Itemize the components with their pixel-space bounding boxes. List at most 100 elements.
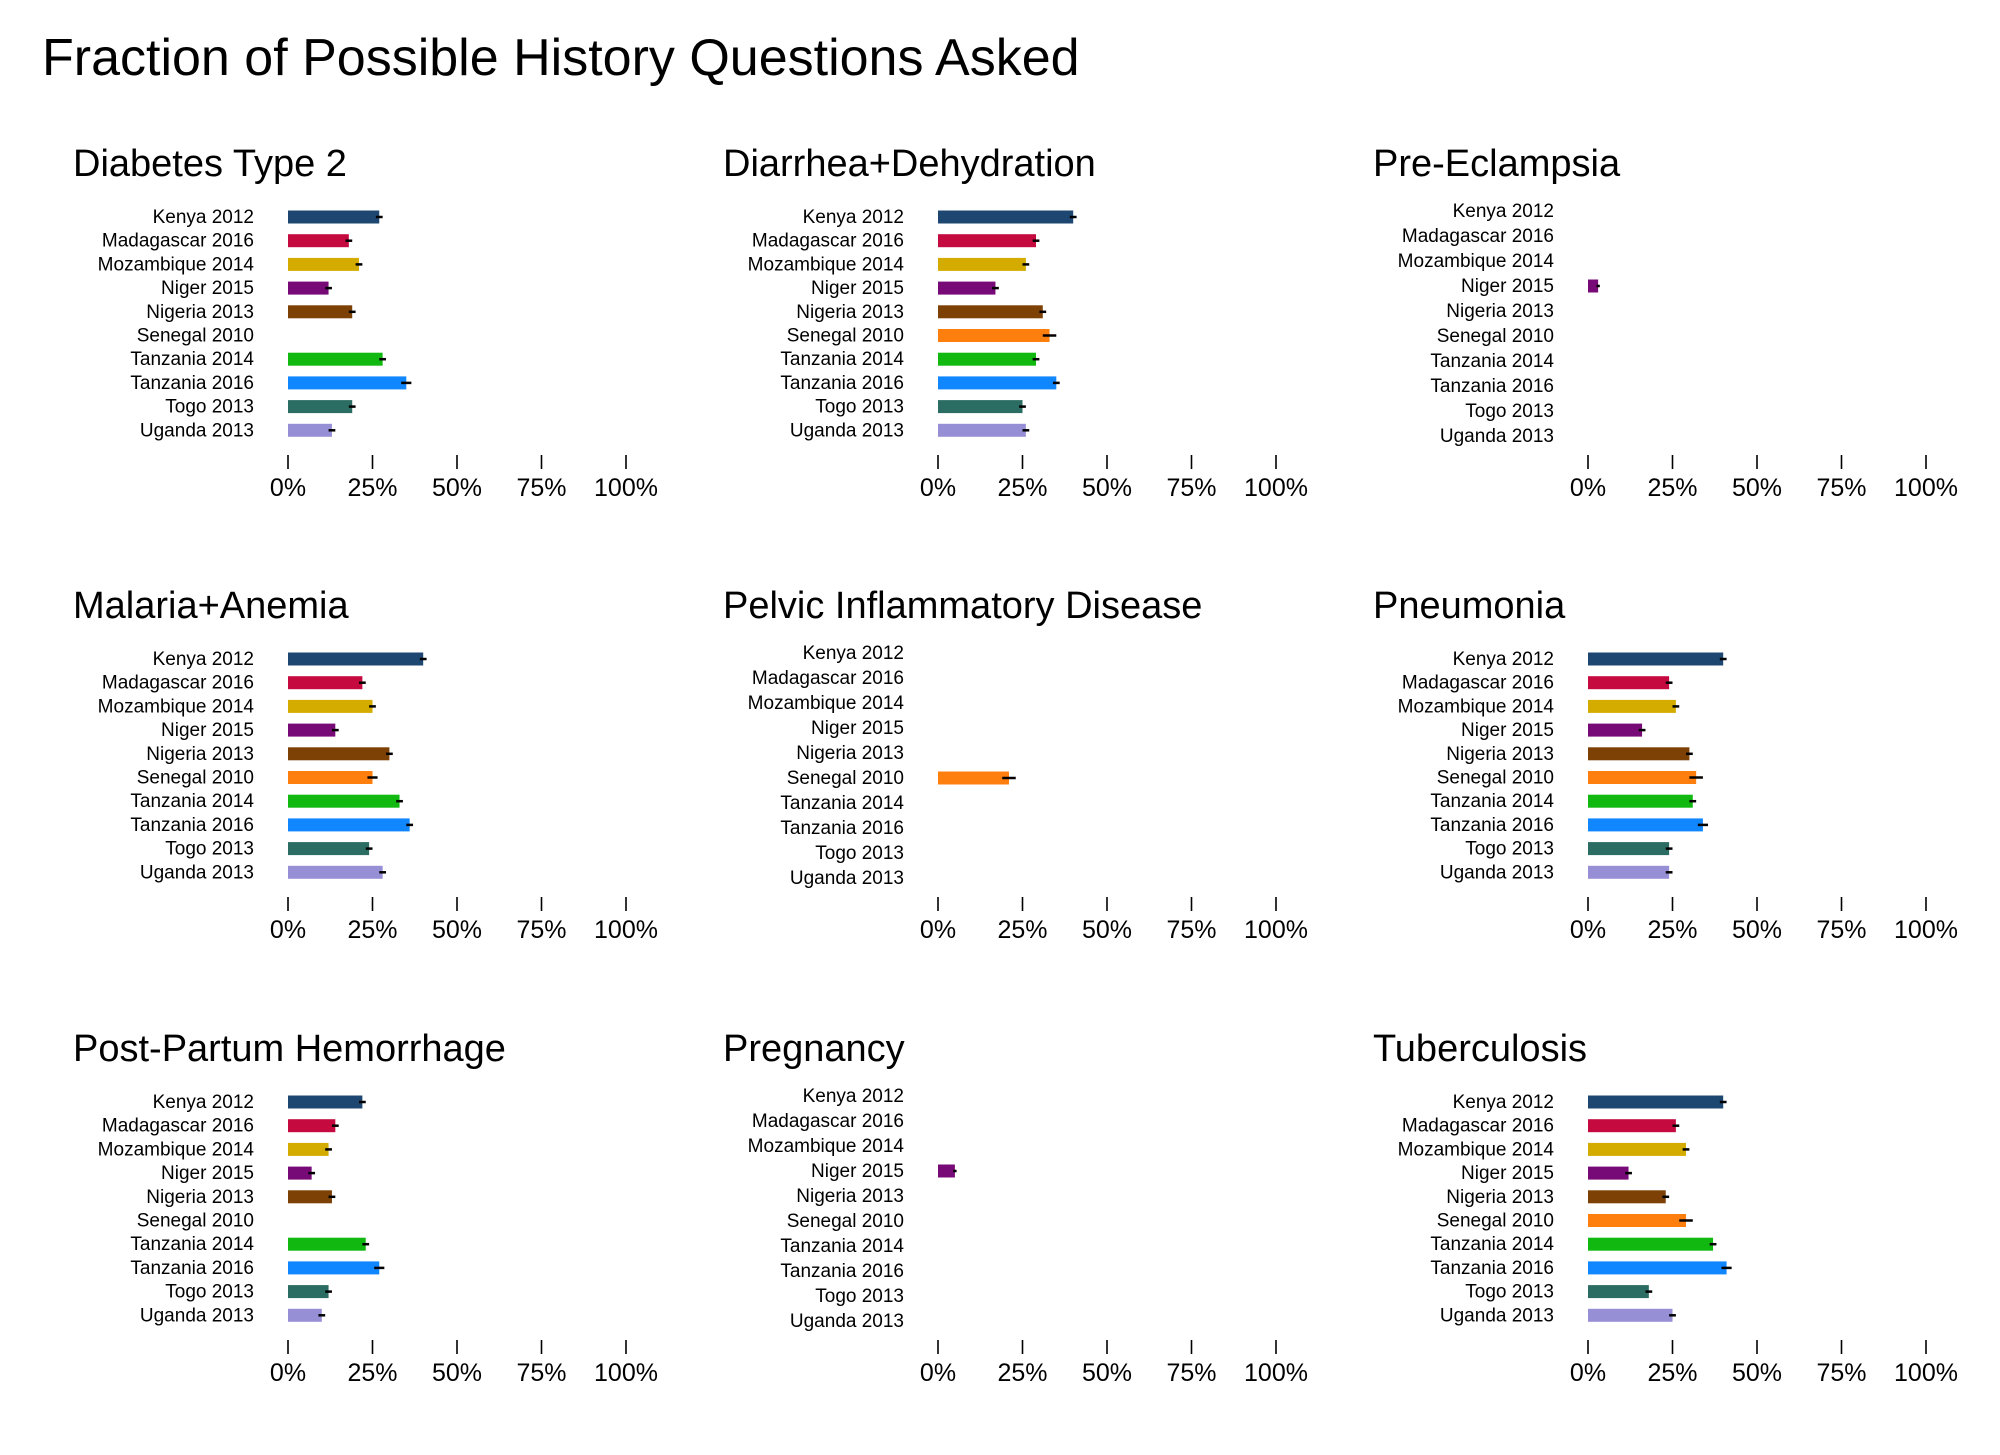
bar	[938, 234, 1037, 248]
bar	[288, 747, 390, 761]
x-tick-label: 75%	[1816, 474, 1866, 502]
category-label: Nigeria 2013	[1446, 301, 1554, 322]
bar	[288, 1095, 363, 1109]
x-tick-label: 50%	[1732, 474, 1782, 502]
category-label: Kenya 2012	[153, 649, 254, 670]
category-label: Madagascar 2016	[752, 231, 904, 252]
category-label: Togo 2013	[815, 843, 904, 864]
bar	[288, 234, 349, 248]
bar	[1588, 676, 1670, 690]
panel-title: Pre-Eclampsia	[1373, 143, 1621, 185]
bar	[938, 376, 1057, 390]
panel-pre-eclampsia: Pre-Eclampsia Kenya 2012 Madagascar 2016 M…	[1373, 145, 2000, 565]
category-label: Mozambique 2014	[1398, 696, 1555, 717]
category-label: Togo 2013	[1465, 401, 1554, 422]
x-tick-label: 0%	[1570, 916, 1606, 944]
bar	[288, 1285, 329, 1299]
category-label: Nigeria 2013	[796, 743, 904, 764]
x-tick-label: 50%	[1082, 1359, 1132, 1387]
bar	[288, 1261, 380, 1275]
bar	[1588, 652, 1724, 666]
category-label: Kenya 2012	[153, 207, 254, 228]
category-label: Madagascar 2016	[1402, 1116, 1554, 1137]
category-label: Nigeria 2013	[796, 302, 904, 323]
x-tick-label: 50%	[432, 1359, 482, 1387]
bar	[1588, 1095, 1724, 1109]
panel-post-partum-hemorrhage: Post-Partum Hemorrhage Kenya 2012 Madagas…	[73, 1030, 713, 1450]
bar	[1588, 1308, 1673, 1322]
category-label: Madagascar 2016	[102, 673, 254, 694]
category-label: Tanzania 2016	[130, 1258, 254, 1279]
bar	[938, 352, 1037, 366]
bar	[288, 842, 370, 856]
category-label: Tanzania 2014	[780, 349, 904, 370]
category-label: Madagascar 2016	[752, 668, 904, 689]
bar	[1588, 794, 1693, 808]
bar	[1588, 699, 1676, 713]
category-label: Togo 2013	[1465, 839, 1554, 860]
x-tick-label: 25%	[347, 474, 397, 502]
bar	[938, 210, 1074, 224]
panel-malaria-anemia: Malaria+Anemia Kenya 2012 Madagascar 2016…	[73, 587, 713, 1007]
category-label: Senegal 2010	[1437, 326, 1554, 347]
category-label: Tanzania 2016	[1430, 376, 1554, 397]
category-label: Senegal 2010	[1437, 1211, 1554, 1232]
category-label: Uganda 2013	[140, 1305, 254, 1326]
x-tick-label: 75%	[1816, 916, 1866, 944]
category-label: Tanzania 2014	[130, 1234, 254, 1255]
category-label: Nigeria 2013	[1446, 1187, 1554, 1208]
panel-diarrhea-dehydration: Diarrhea+Dehydration Kenya 2012 Madagasca…	[723, 145, 1363, 565]
bar	[288, 723, 336, 737]
x-tick-label: 100%	[594, 474, 658, 502]
panel-pregnancy: Pregnancy Kenya 2012 Madagascar 2016 Mozam…	[723, 1030, 1363, 1450]
category-label: Tanzania 2016	[1430, 1258, 1554, 1279]
category-label: Togo 2013	[1465, 1282, 1554, 1303]
category-label: Mozambique 2014	[748, 1136, 905, 1157]
category-label: Kenya 2012	[803, 207, 904, 228]
x-tick-label: 75%	[516, 474, 566, 502]
bar	[288, 652, 424, 666]
panel-title: Pneumonia	[1373, 585, 1566, 627]
category-label: Togo 2013	[165, 397, 254, 418]
panel-title: Malaria+Anemia	[73, 585, 349, 627]
panel-diabetes-type-2: Diabetes Type 2 Kenya 2012 Madagascar 201…	[73, 145, 713, 565]
category-label: Tanzania 2014	[1430, 351, 1554, 372]
category-label: Uganda 2013	[1440, 1305, 1554, 1326]
category-label: Mozambique 2014	[98, 1139, 255, 1160]
category-label: Tanzania 2014	[1430, 791, 1554, 812]
category-label: Niger 2015	[161, 278, 254, 299]
x-tick-label: 0%	[270, 1359, 306, 1387]
bar	[288, 1308, 322, 1322]
bar	[1588, 1285, 1649, 1299]
bar	[938, 329, 1050, 342]
x-tick-label: 75%	[1816, 1359, 1866, 1387]
category-label: Togo 2013	[165, 1282, 254, 1303]
bar	[938, 281, 996, 295]
bar	[1588, 279, 1599, 293]
panel-title: Pelvic Inflammatory Disease	[723, 585, 1203, 627]
x-tick-label: 50%	[1732, 916, 1782, 944]
category-label: Tanzania 2016	[130, 815, 254, 836]
x-tick-label: 100%	[1244, 474, 1308, 502]
panel-title: Pregnancy	[723, 1028, 905, 1070]
category-label: Uganda 2013	[790, 420, 904, 441]
bar	[288, 305, 353, 319]
panel-tuberculosis: Tuberculosis Kenya 2012 Madagascar 2016 Mo…	[1373, 1030, 2000, 1450]
chart-title: Fraction of Possible History Questions A…	[42, 29, 1080, 87]
category-label: Kenya 2012	[803, 1086, 904, 1107]
category-label: Mozambique 2014	[748, 693, 905, 714]
bar	[288, 281, 329, 295]
category-label: Madagascar 2016	[1402, 673, 1554, 694]
bar	[938, 423, 1026, 437]
bar	[1588, 1166, 1629, 1180]
bar	[288, 771, 373, 784]
x-tick-label: 100%	[1244, 1359, 1308, 1387]
category-label: Senegal 2010	[787, 326, 904, 347]
bar	[288, 400, 353, 414]
category-label: Togo 2013	[165, 839, 254, 860]
